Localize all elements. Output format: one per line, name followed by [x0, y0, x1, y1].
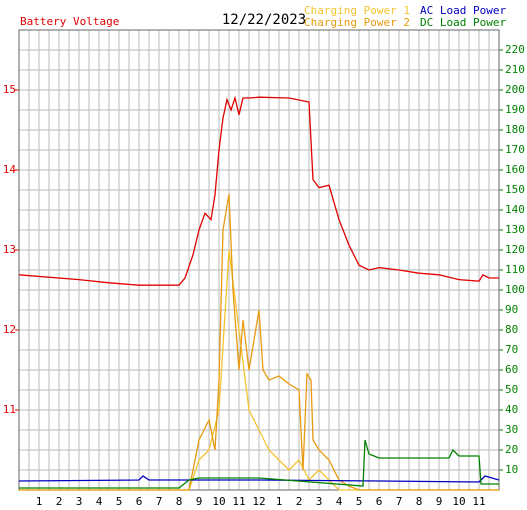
- chart-title: 12/22/2023: [222, 12, 306, 28]
- y2-tick-label: 140: [505, 203, 525, 216]
- x-tick-label: 4: [336, 495, 343, 508]
- x-tick-label: 10: [452, 495, 465, 508]
- x-tick-label: 7: [396, 495, 403, 508]
- y-tick-label: 14: [3, 163, 17, 176]
- y2-tick-label: 220: [505, 43, 525, 56]
- y2-tick-label: 130: [505, 223, 525, 236]
- y2-tick-label: 170: [505, 143, 525, 156]
- y2-tick-label: 150: [505, 183, 525, 196]
- x-tick-label: 11: [232, 495, 245, 508]
- y2-tick-label: 60: [505, 363, 518, 376]
- x-tick-label: 8: [416, 495, 423, 508]
- y2-tick-label: 50: [505, 383, 518, 396]
- legend-entry: Charging Power 1: [304, 4, 410, 17]
- x-tick-label: 7: [156, 495, 163, 508]
- y2-tick-label: 100: [505, 283, 525, 296]
- y2-tick-label: 40: [505, 403, 518, 416]
- series-line: [18, 95, 499, 286]
- x-tick-label: 4: [96, 495, 103, 508]
- legend-entry: Charging Power 2: [304, 16, 410, 29]
- y2-tick-label: 10: [505, 463, 518, 476]
- x-tick-label: 8: [176, 495, 183, 508]
- y2-tick-label: 70: [505, 343, 518, 356]
- y2-tick-label: 210: [505, 63, 525, 76]
- plot-frame: [18, 29, 500, 491]
- x-tick-label: 6: [376, 495, 383, 508]
- y-tick-label: 12: [3, 323, 16, 336]
- series-line: [19, 249, 499, 491]
- y2-tick-label: 200: [505, 83, 525, 96]
- x-tick-label: 1: [276, 495, 283, 508]
- x-tick-label: 5: [356, 495, 363, 508]
- y2-tick-label: 90: [505, 303, 518, 316]
- legend-entry: Battery Voltage: [20, 15, 119, 28]
- x-tick-label: 12: [252, 495, 265, 508]
- series-line: [19, 193, 499, 491]
- y2-tick-label: 80: [505, 323, 518, 336]
- legend-entry: DC Load Power: [420, 16, 506, 29]
- y2-tick-label: 180: [505, 123, 525, 136]
- y2-tick-label: 20: [505, 443, 518, 456]
- x-tick-label: 6: [136, 495, 143, 508]
- y-tick-label: 13: [3, 243, 16, 256]
- x-tick-label: 9: [196, 495, 203, 508]
- y-tick-label: 15: [3, 83, 16, 96]
- x-tick-label: 9: [436, 495, 443, 508]
- series-line: [19, 439, 499, 489]
- x-tick-label: 11: [472, 495, 485, 508]
- x-tick-label: 3: [76, 495, 83, 508]
- y2-tick-label: 120: [505, 243, 525, 256]
- y2-tick-label: 190: [505, 103, 525, 116]
- y-tick-label: 11: [3, 403, 16, 416]
- x-tick-label: 5: [116, 495, 123, 508]
- x-tick-label: 2: [296, 495, 303, 508]
- x-tick-label: 1: [36, 495, 43, 508]
- x-tick-label: 10: [212, 495, 225, 508]
- y2-tick-label: 30: [505, 423, 518, 436]
- y2-tick-label: 110: [505, 263, 525, 276]
- series-line: [18, 475, 500, 483]
- y2-tick-label: 160: [505, 163, 525, 176]
- x-tick-label: 3: [316, 495, 323, 508]
- x-tick-label: 2: [56, 495, 63, 508]
- legend-entry: AC Load Power: [420, 4, 506, 17]
